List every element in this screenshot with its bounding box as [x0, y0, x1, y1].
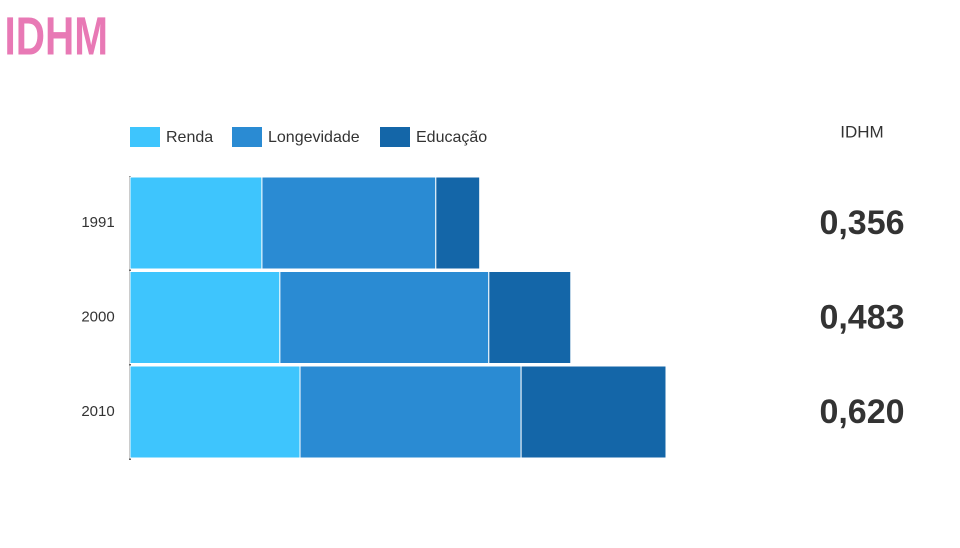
- y-tick-label: 2000: [81, 308, 114, 325]
- bar-segment: [520, 365, 667, 459]
- legend-label: Renda: [166, 129, 213, 146]
- bar-segment: [129, 176, 263, 270]
- legend-swatch: [380, 127, 410, 147]
- legend-label: Longevidade: [268, 129, 360, 146]
- bar-segment: [261, 176, 437, 270]
- idhm-value: 0,356: [819, 204, 904, 242]
- idhm-value: 0,620: [819, 393, 904, 431]
- y-tick-label: 2010: [81, 403, 114, 420]
- idhm-value: 0,483: [819, 298, 904, 336]
- bar-segment: [129, 365, 301, 459]
- bar-segment: [299, 365, 522, 459]
- y-tick-label: 1991: [81, 214, 114, 231]
- bar-segment: [279, 271, 490, 364]
- bar-segment: [488, 271, 572, 364]
- bar-segment: [435, 176, 481, 270]
- legend-label: Educação: [416, 129, 487, 146]
- page-title: IDHM: [5, 7, 108, 67]
- bar-segment: [129, 271, 281, 364]
- idhm-header: IDHM: [840, 122, 883, 141]
- legend-swatch: [130, 127, 160, 147]
- legend-swatch: [232, 127, 262, 147]
